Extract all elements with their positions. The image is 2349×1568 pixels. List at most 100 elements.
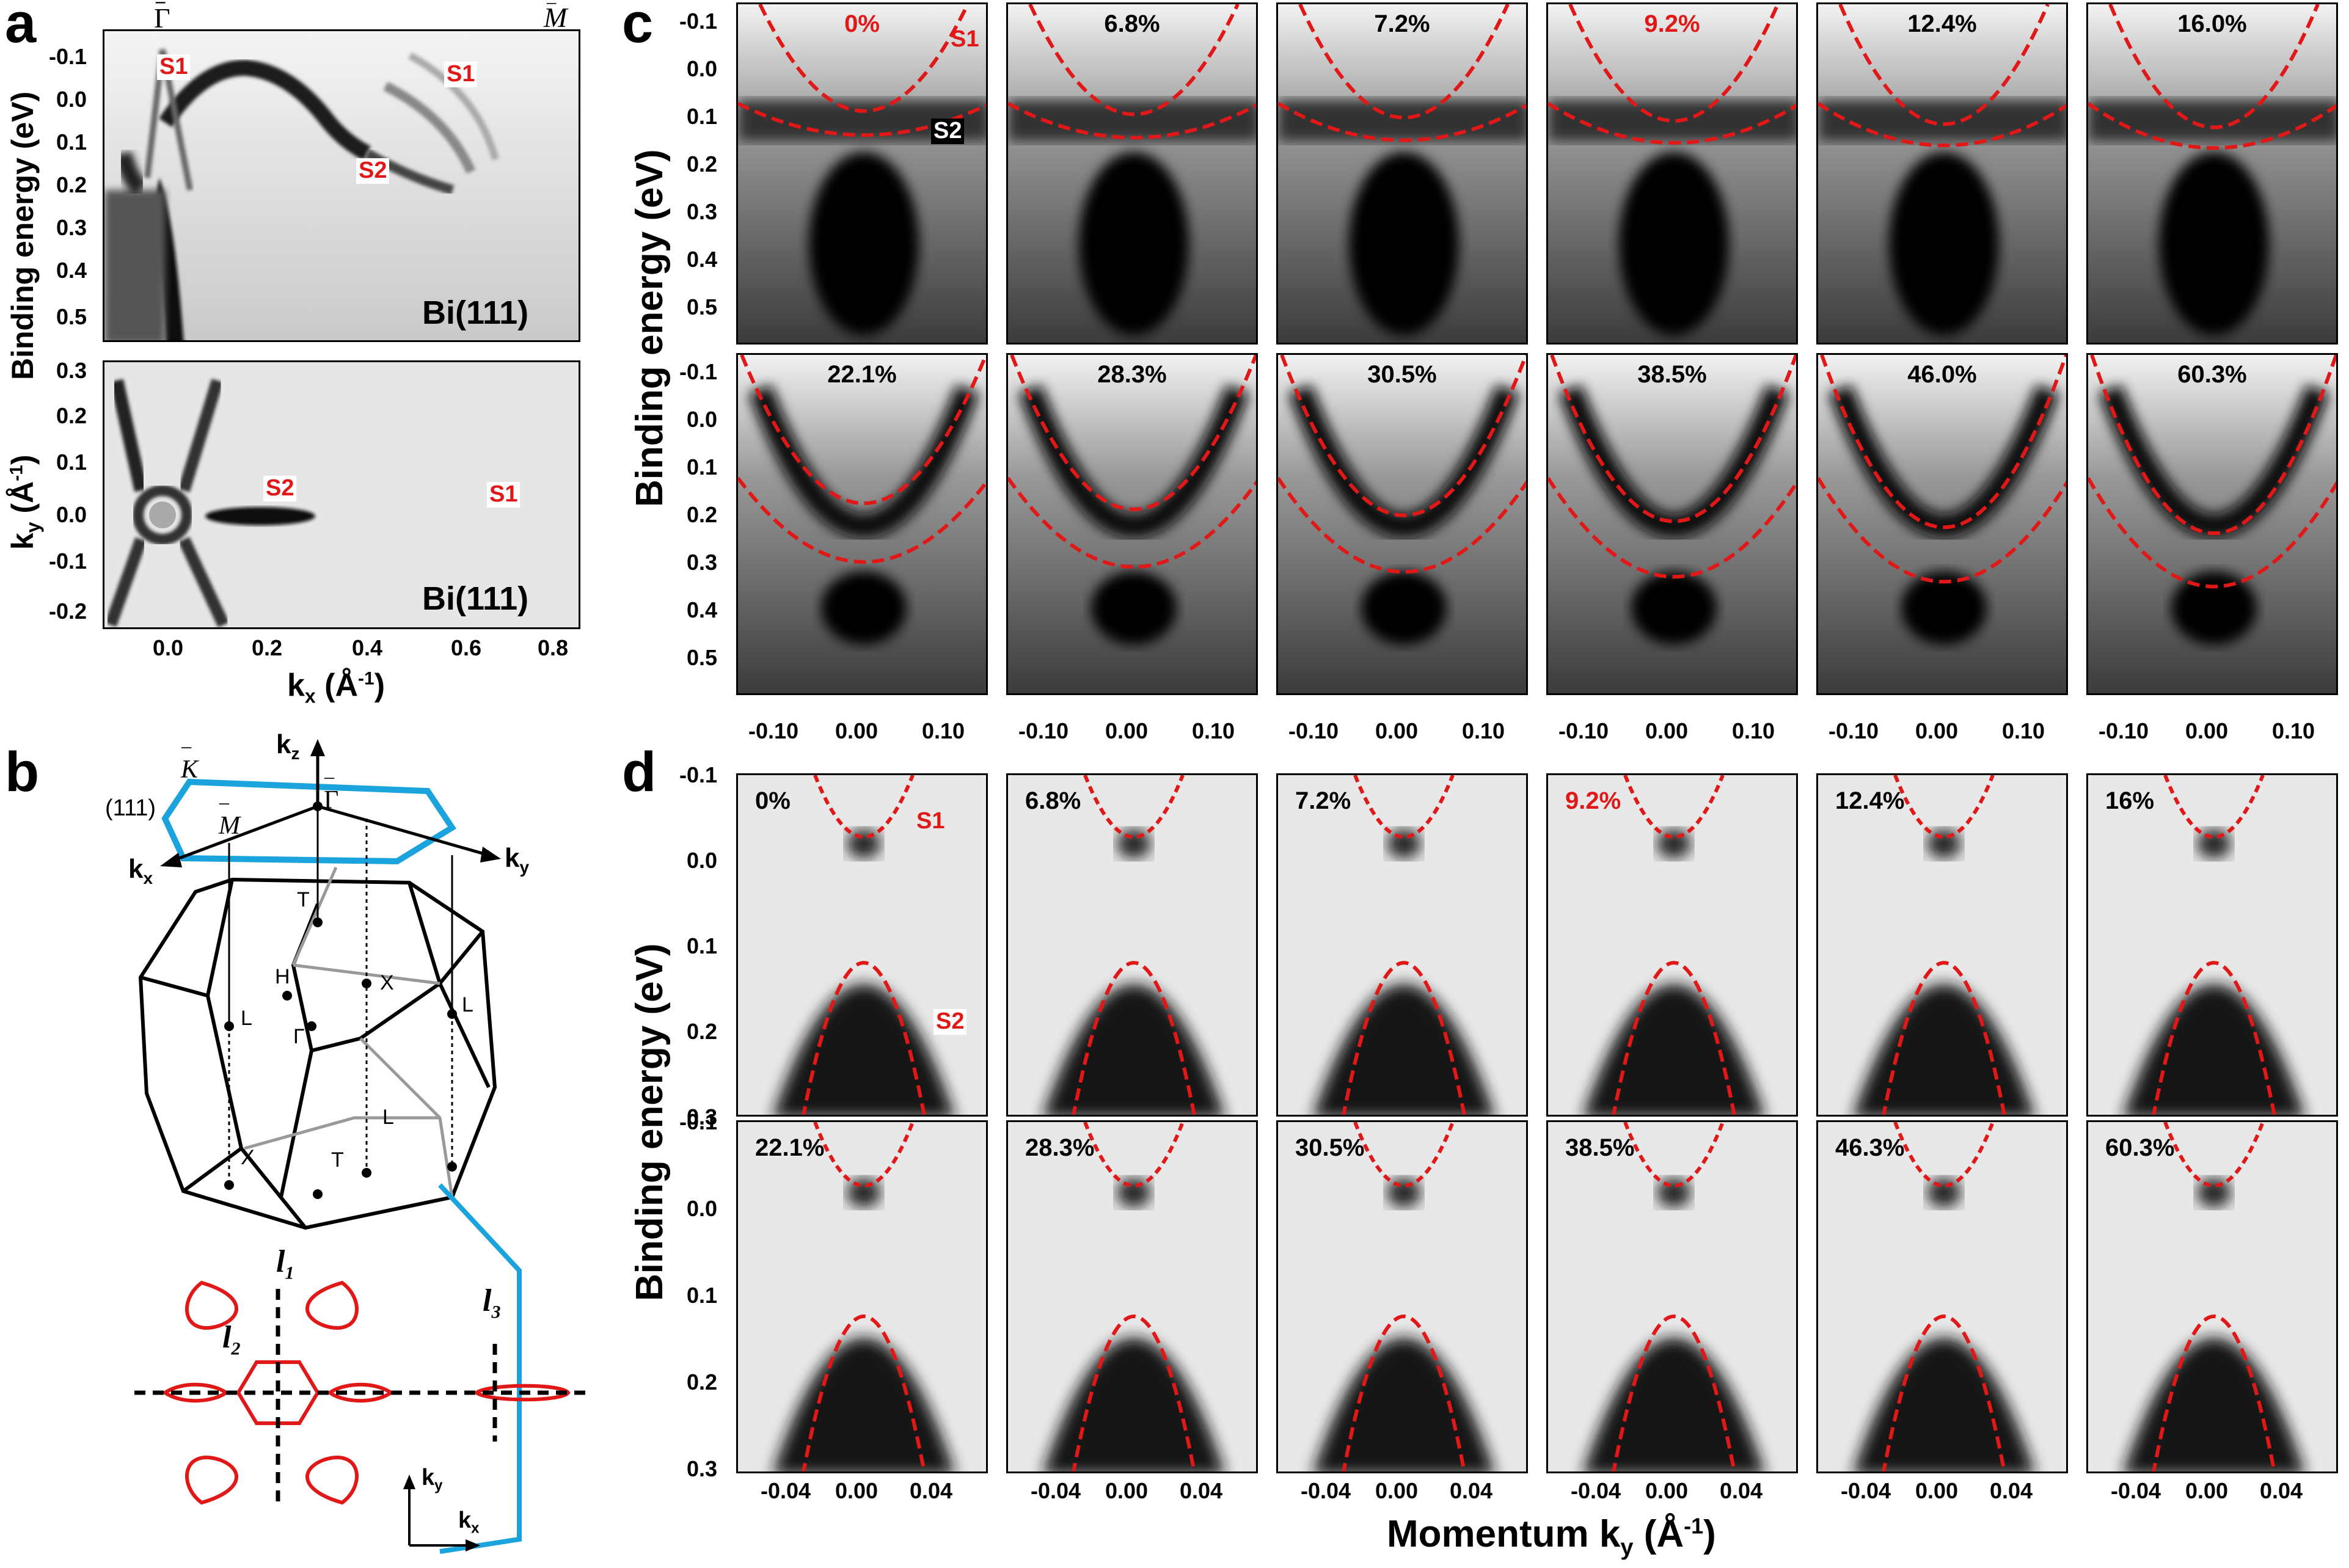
tick: 0.00 (1375, 1478, 1419, 1503)
tick: 0.10 (2272, 718, 2315, 743)
concentration-label: 38.5% (1637, 361, 1707, 388)
b-kx-label: kx (128, 854, 153, 888)
s1-dispersion-curve (2163, 775, 2265, 839)
tick: 0.10 (922, 718, 965, 743)
c-spectrum-panel: 60.3% (2086, 353, 2338, 695)
tick: 0.0 (687, 56, 718, 81)
s1-dispersion-curve (1083, 775, 1185, 839)
tick: 0.10 (1462, 718, 1505, 743)
concentration-label: 38.5% (1565, 1134, 1635, 1161)
concentration-label: 28.3% (1097, 361, 1167, 388)
concentration-label: 9.2% (1565, 787, 1621, 814)
b-plane-label: (111) (105, 795, 156, 821)
c-spectrum-panel: 7.2% (1276, 2, 1528, 345)
concentration-label: 22.1% (755, 1134, 825, 1161)
s1-dispersion-curve (1298, 4, 1510, 120)
s2-dispersion-curve (1008, 476, 1256, 569)
tick: 0.4 (687, 597, 718, 622)
panel-label-b: b (5, 741, 40, 803)
a-xlabel: kx (Å-1) (287, 668, 385, 707)
b-point-x-right: X (380, 971, 394, 994)
b-point-t-top: T (297, 888, 310, 911)
a-bottom-material: Bi(111) (422, 580, 529, 617)
b-point-l-right: L (462, 993, 473, 1016)
c-ylabel: Binding energy (eV) (629, 149, 671, 507)
s1-dispersion-curve (1893, 1122, 1995, 1187)
c-spectrum-panel: 38.5% (1546, 353, 1798, 695)
d-spectrum-panel: 38.5% (1546, 1120, 1798, 1473)
s2-dispersion-curve (2152, 961, 2276, 1115)
s2-dispersion-curve (2088, 477, 2336, 589)
d-spectrum-panel: 6.8% (1006, 773, 1258, 1117)
concentration-label: 46.3% (1835, 1134, 1905, 1161)
s1-dispersion-curve (2090, 355, 2336, 535)
tick: 0.10 (1732, 718, 1775, 743)
a-bottom-s2: S2 (263, 475, 297, 501)
s2-dispersion-curve (1072, 961, 1196, 1115)
panel-label-c: c (622, 0, 654, 54)
s2-dispersion-curve (1278, 101, 1526, 142)
concentration-label: 60.3% (2177, 361, 2247, 388)
tick: -0.04 (1301, 1478, 1351, 1503)
tick: 0.0 (687, 848, 718, 873)
gamma-bar-label: ‾ Γ (154, 0, 170, 34)
s2-dispersion-curve (2088, 101, 2336, 150)
s2-dispersion-curve (1008, 101, 1256, 140)
tick: 0.5 (56, 304, 87, 329)
s2-dispersion-curve (1548, 101, 1796, 145)
a-bottom-s1: S1 (487, 481, 521, 508)
tick: 0.4 (352, 635, 383, 660)
c-spectrum-panel: 22.1% (736, 353, 988, 695)
concentration-label: 7.2% (1295, 787, 1351, 814)
brillouin-zone-diagram (134, 739, 586, 1554)
s2-dispersion-curve (1882, 1315, 2006, 1471)
tick: 0.3 (56, 358, 87, 383)
a-top-material: Bi(111) (422, 294, 529, 331)
tick: 0.4 (687, 247, 718, 272)
d-spectrum-panel: 0% (736, 773, 988, 1117)
s1-dispersion-curve (1353, 1122, 1455, 1187)
tick: 0.2 (687, 151, 718, 177)
s2-dispersion-curve (1882, 961, 2006, 1115)
s1-dispersion-curve (813, 775, 915, 839)
concentration-label: 6.8% (1104, 10, 1160, 37)
b-kbar-label: ‾ K (181, 746, 199, 784)
tick: -0.04 (1571, 1478, 1621, 1503)
s2-dispersion-curve (1278, 476, 1526, 574)
tick: 0.1 (687, 1283, 718, 1308)
tick: -0.1 (49, 44, 87, 69)
tick: 0.2 (56, 172, 87, 197)
s1-dispersion-curve (758, 4, 970, 113)
b-point-l-bottom: L (382, 1106, 394, 1129)
a-top-s2: S2 (356, 158, 390, 184)
c-spectrum-panel: 46.0% (1816, 353, 2068, 695)
tick: 0.2 (687, 1369, 718, 1395)
concentration-label: 46.0% (1907, 361, 1977, 388)
panel-label-d: d (622, 741, 657, 803)
concentration-label: 0% (755, 787, 791, 814)
tick: 0.0 (153, 635, 184, 660)
tick: -0.1 (679, 359, 718, 384)
c-spectrum-panel: 30.5% (1276, 353, 1528, 695)
c-spectrum-panel: 0% (736, 2, 988, 345)
tick: 0.00 (1375, 718, 1419, 743)
tick: 0.3 (56, 215, 87, 240)
b-kz-label: kz (276, 729, 300, 763)
tick: 0.3 (687, 1104, 718, 1129)
b-point-h: H (275, 965, 290, 988)
c-s1-label: S1 (951, 26, 979, 52)
tick: 0.5 (687, 294, 718, 319)
tick: 0.4 (56, 258, 87, 283)
d-s1-label: S1 (916, 808, 945, 834)
b-point-t-bottom: T (331, 1148, 344, 1172)
tick: -0.10 (2099, 718, 2149, 743)
tick: 0.00 (2185, 1478, 2229, 1503)
d-spectrum-panel: 46.3% (1816, 1120, 2068, 1473)
tick: 0.2 (687, 502, 718, 527)
tick: 0.0 (687, 1196, 718, 1221)
tick: 0.1 (56, 450, 87, 475)
s2-dispersion-curve (738, 476, 986, 564)
s1-dispersion-curve (1280, 355, 1526, 517)
s1-dispersion-curve (740, 355, 986, 505)
b-gbar-label: ‾ Γ (324, 776, 339, 814)
